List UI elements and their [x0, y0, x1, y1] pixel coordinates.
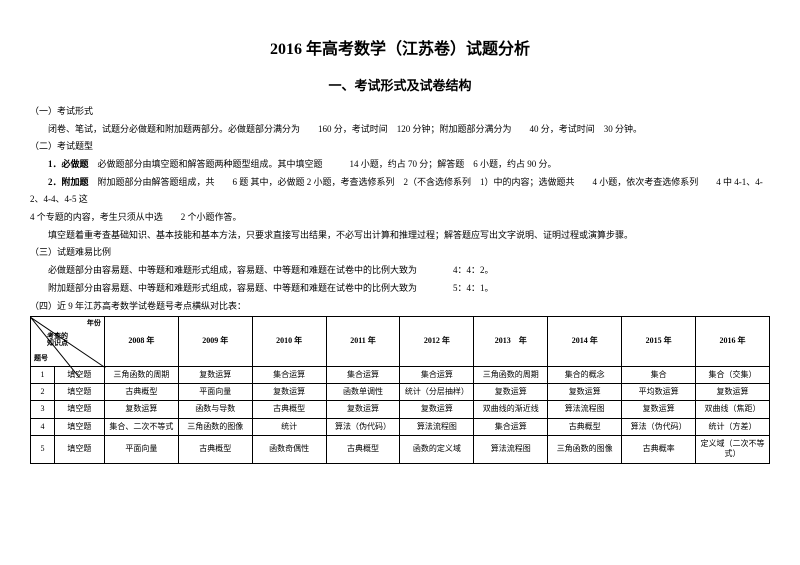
- question-type: 填空题: [54, 418, 104, 435]
- topic-cell: 函数与导数: [178, 401, 252, 418]
- s1-paragraph: 闭卷、笔试，试题分必做题和附加题两部分。必做题部分满分为 160 分，考试时间 …: [30, 121, 770, 137]
- year-header: 2010 年: [252, 316, 326, 366]
- section1-title: 一、考试形式及试卷结构: [30, 75, 770, 94]
- row-number: 4: [31, 418, 55, 435]
- row-number: 3: [31, 401, 55, 418]
- topic-cell: 统计（分层抽样）: [400, 383, 474, 400]
- table-row: 5填空题平面向量古典概型函数奇偶性古典概型函数的定义域算法流程图三角函数的图像古…: [31, 436, 770, 464]
- topic-cell: 集合（交集）: [696, 366, 770, 383]
- topic-cell: 复数运算: [548, 383, 622, 400]
- topic-cell: 复数运算: [696, 383, 770, 400]
- subsection-4-label: （四）近 9 年江苏高考数学试卷题号考点横纵对比表：: [30, 299, 770, 312]
- page-title: 2016 年高考数学（江苏卷）试题分析: [30, 35, 770, 59]
- topic-cell: 集合运算: [400, 366, 474, 383]
- s2-p2: 2．附加题 附加题部分由解答题组成，共 6 题 其中，必做题 2 小题，考查选修…: [30, 174, 770, 206]
- topic-cell: 算法流程图: [400, 418, 474, 435]
- year-header: 2011 年: [326, 316, 400, 366]
- table-row: 3填空题复数运算函数与导数古典概型复数运算复数运算双曲线的渐近线算法流程图复数运…: [31, 401, 770, 418]
- topic-cell: 三角函数的周期: [474, 366, 548, 383]
- question-type: 填空题: [54, 366, 104, 383]
- s2-p1: 1．必做题 必做题部分由填空题和解答题两种题型组成。其中填空题 14 小题，约占…: [30, 156, 770, 172]
- topic-cell: 复数运算: [400, 401, 474, 418]
- topic-cell: 统计: [252, 418, 326, 435]
- topic-cell: 复数运算: [252, 383, 326, 400]
- topic-cell: 复数运算: [474, 383, 548, 400]
- row-number: 1: [31, 366, 55, 383]
- topic-cell: 复数运算: [104, 401, 178, 418]
- topic-cell: 函数单调性: [326, 383, 400, 400]
- s3-p1: 必做题部分由容易题、中等题和难题形式组成，容易题、中等题和难题在试卷中的比例大致…: [30, 262, 770, 278]
- topic-cell: 古典概型: [178, 436, 252, 464]
- row-number: 5: [31, 436, 55, 464]
- topic-cell: 平面向量: [104, 436, 178, 464]
- diagonal-header: 年份 考查的知识点 题号: [31, 316, 105, 366]
- table-row: 4填空题集合、二次不等式三角函数的图像统计算法（伪代码）算法流程图集合运算古典概…: [31, 418, 770, 435]
- question-type: 填空题: [54, 401, 104, 418]
- s2-p1-text: 必做题部分由填空题和解答题两种题型组成。其中填空题 14 小题，约占 70 分；…: [98, 159, 557, 169]
- year-header: 2013 年: [474, 316, 548, 366]
- year-header: 2015 年: [622, 316, 696, 366]
- year-header: 2008 年: [104, 316, 178, 366]
- subsection-1-label: （一）考试形式: [30, 104, 770, 117]
- topic-cell: 函数奇偶性: [252, 436, 326, 464]
- question-type: 填空题: [54, 383, 104, 400]
- topic-cell: 古典概型: [104, 383, 178, 400]
- table-row: 1填空题三角函数的周期复数运算集合运算集合运算集合运算三角函数的周期集合的概念集…: [31, 366, 770, 383]
- topic-cell: 定义域（二次不等式）: [696, 436, 770, 464]
- topic-cell: 三角函数的周期: [104, 366, 178, 383]
- question-type: 填空题: [54, 436, 104, 464]
- topic-cell: 集合运算: [326, 366, 400, 383]
- topic-cell: 三角函数的图像: [548, 436, 622, 464]
- topic-cell: 集合、二次不等式: [104, 418, 178, 435]
- topic-cell: 集合运算: [252, 366, 326, 383]
- s2-p3: 填空题着重考查基础知识、基本技能和基本方法，只要求直接写出结果，不必写出计算和推…: [30, 227, 770, 243]
- diag-number: 题号: [34, 354, 48, 363]
- topic-cell: 算法（伪代码）: [622, 418, 696, 435]
- topic-cell: 双曲线的渐近线: [474, 401, 548, 418]
- topic-cell: 平均数运算: [622, 383, 696, 400]
- topic-cell: 集合运算: [474, 418, 548, 435]
- table-header-row: 年份 考查的知识点 题号 2008 年 2009 年 2010 年 2011 年…: [31, 316, 770, 366]
- topic-cell: 集合的概念: [548, 366, 622, 383]
- topic-cell: 复数运算: [178, 366, 252, 383]
- s3-p2: 附加题部分由容易题、中等题和难题形式组成，容易题、中等题和难题在试卷中的比例大致…: [30, 280, 770, 296]
- year-header: 2009 年: [178, 316, 252, 366]
- topic-cell: 三角函数的图像: [178, 418, 252, 435]
- topic-cell: 复数运算: [326, 401, 400, 418]
- subsection-2-label: （二）考试题型: [30, 139, 770, 152]
- comparison-table: 年份 考查的知识点 题号 2008 年 2009 年 2010 年 2011 年…: [30, 316, 770, 464]
- topic-cell: 统计（方差）: [696, 418, 770, 435]
- topic-cell: 算法流程图: [548, 401, 622, 418]
- topic-cell: 古典概型: [548, 418, 622, 435]
- table-row: 2填空题古典概型平面向量复数运算函数单调性统计（分层抽样）复数运算复数运算平均数…: [31, 383, 770, 400]
- s2-p2-text: 附加题部分由解答题组成，共 6 题 其中，必做题 2 小题，考查选修系列 2（不…: [30, 177, 763, 203]
- year-header: 2012 年: [400, 316, 474, 366]
- topic-cell: 双曲线（焦距）: [696, 401, 770, 418]
- topic-cell: 函数的定义域: [400, 436, 474, 464]
- topic-cell: 算法流程图: [474, 436, 548, 464]
- topic-cell: 算法（伪代码）: [326, 418, 400, 435]
- topic-cell: 复数运算: [622, 401, 696, 418]
- year-header: 2016 年: [696, 316, 770, 366]
- topic-cell: 平面向量: [178, 383, 252, 400]
- diag-year: 年份: [87, 319, 101, 328]
- topic-cell: 古典概型: [252, 401, 326, 418]
- topic-cell: 集合: [622, 366, 696, 383]
- topic-cell: 古典概率: [622, 436, 696, 464]
- s2-p2b: 4 个专题的内容，考生只须从中选 2 个小题作答。: [30, 209, 770, 225]
- subsection-3-label: （三）试题难易比例: [30, 245, 770, 258]
- year-header: 2014 年: [548, 316, 622, 366]
- row-number: 2: [31, 383, 55, 400]
- topic-cell: 古典概型: [326, 436, 400, 464]
